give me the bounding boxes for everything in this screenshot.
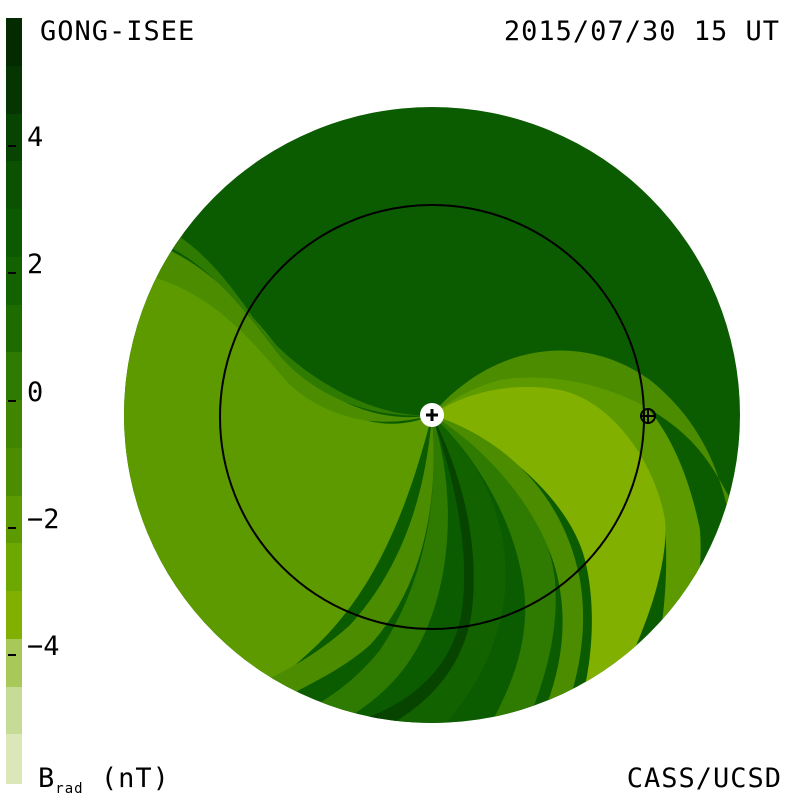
colorbar-segment — [6, 209, 22, 259]
lower-left-band-2 — [280, 415, 448, 723]
timestamp-label: 2015/07/30 15 UT — [503, 16, 780, 47]
credit-label: CASS/UCSD — [626, 763, 782, 794]
left-band-1 — [124, 230, 432, 422]
sun-plus-icon — [420, 403, 444, 427]
source-label: GONG-ISEE — [40, 16, 196, 47]
colorbar-segment — [6, 65, 22, 116]
colorbar-tickmark — [8, 272, 16, 274]
colorbar-segment — [6, 18, 22, 68]
colorbar-unit-label: Brad (nT) — [38, 765, 170, 796]
colorbar-segment — [6, 113, 22, 163]
colorbar-tick-label: −4 — [27, 631, 60, 662]
colorbar-tick-label: 4 — [27, 122, 44, 153]
colorbar-segment — [6, 447, 22, 498]
colorbar — [6, 18, 22, 784]
unit-subscript: rad — [55, 781, 84, 797]
colorbar-segment — [6, 400, 22, 450]
colorbar-segment — [6, 686, 22, 736]
colorbar-tickmark — [8, 400, 16, 402]
colorbar-segment — [6, 352, 22, 402]
colorbar-tickmark — [8, 145, 16, 147]
unit-prefix: B — [38, 763, 56, 794]
colorbar-tick-label: 2 — [27, 249, 44, 280]
right-yellow-region — [432, 368, 666, 723]
colorbar-segment — [6, 304, 22, 354]
colorbar-segment — [6, 591, 22, 641]
right-band-1 — [432, 357, 701, 723]
colorbar-segment — [6, 495, 22, 545]
colorbar-segment — [6, 638, 22, 689]
colorbar-segment — [6, 161, 22, 211]
colorbar-tickmark — [8, 527, 16, 529]
colorbar-segment — [6, 543, 22, 593]
colorbar-tick-label: 0 — [27, 377, 44, 408]
unit-suffix: (nT) — [83, 763, 170, 794]
earth-circle-plus-icon — [640, 408, 656, 424]
colorbar-tick-label: −2 — [27, 504, 60, 535]
colorbar-segment — [6, 734, 22, 784]
colorbar-segment — [6, 256, 22, 307]
colorbar-tickmark — [8, 654, 16, 656]
lower-spiral-band-b — [432, 415, 584, 723]
lower-spiral-dark — [380, 415, 506, 723]
